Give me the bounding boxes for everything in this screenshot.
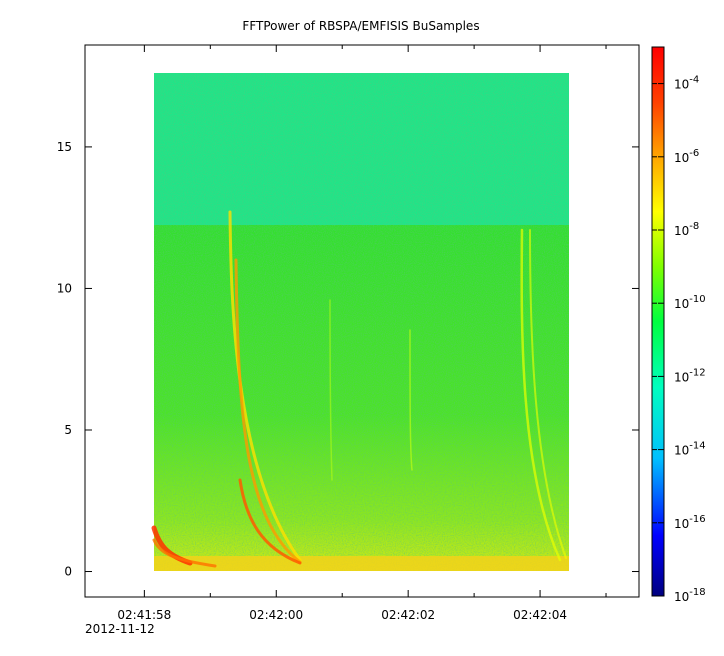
colorbar-tick-label: 10-6	[674, 148, 699, 165]
x-tick-label: 02:42:04	[513, 608, 567, 622]
colorbar-axis: 10-4 10-6 10-8 10-10 10-12 10-14 10-16 10-18	[652, 75, 706, 604]
colorbar-tick-label: 10-14	[674, 441, 706, 458]
colorbar-tick-label: 10-18	[674, 587, 706, 604]
x-tick-label: 02:42:02	[381, 608, 435, 622]
whistler-trace-7	[529, 229, 567, 559]
colorbar-tick-label: 10-10	[674, 294, 706, 311]
whistler-trace-5	[152, 538, 217, 568]
colorbar-tick-label: 10-4	[674, 75, 699, 92]
whistler-trace-9	[329, 299, 333, 481]
whistler-trace-2	[234, 258, 302, 564]
y-tick-label: 15	[57, 140, 72, 154]
colorbar-tick-label: 10-12	[674, 367, 706, 384]
x-axis-date-label: 2012-11-12	[85, 622, 155, 636]
plot-frame	[84, 44, 640, 598]
whistler-trace-3	[238, 478, 302, 565]
colorbar-tick-label: 10-8	[674, 221, 699, 238]
y-axis: 0 5 10 15	[57, 140, 639, 579]
colorbar-tick-label: 10-16	[674, 514, 706, 531]
colorbar	[651, 46, 665, 597]
x-axis: 02:41:58 02:42:00 02:42:02 02:42:04	[117, 45, 607, 622]
spectrogram-heatmap	[151, 73, 569, 571]
y-tick-label: 0	[64, 565, 72, 579]
chart-title: FFTPower of RBSPA/EMFISIS BuSamples	[242, 19, 479, 33]
y-tick-label: 5	[64, 423, 72, 437]
x-tick-label: 02:42:00	[249, 608, 303, 622]
heatmap-low-frequency-band	[154, 556, 569, 571]
whistler-trace-6	[520, 228, 562, 562]
x-tick-label: 02:41:58	[117, 608, 171, 622]
whistler-traces	[151, 210, 567, 568]
y-tick-label: 10	[57, 281, 72, 295]
whistler-trace-8	[409, 329, 413, 471]
heatmap-texture	[154, 73, 569, 571]
